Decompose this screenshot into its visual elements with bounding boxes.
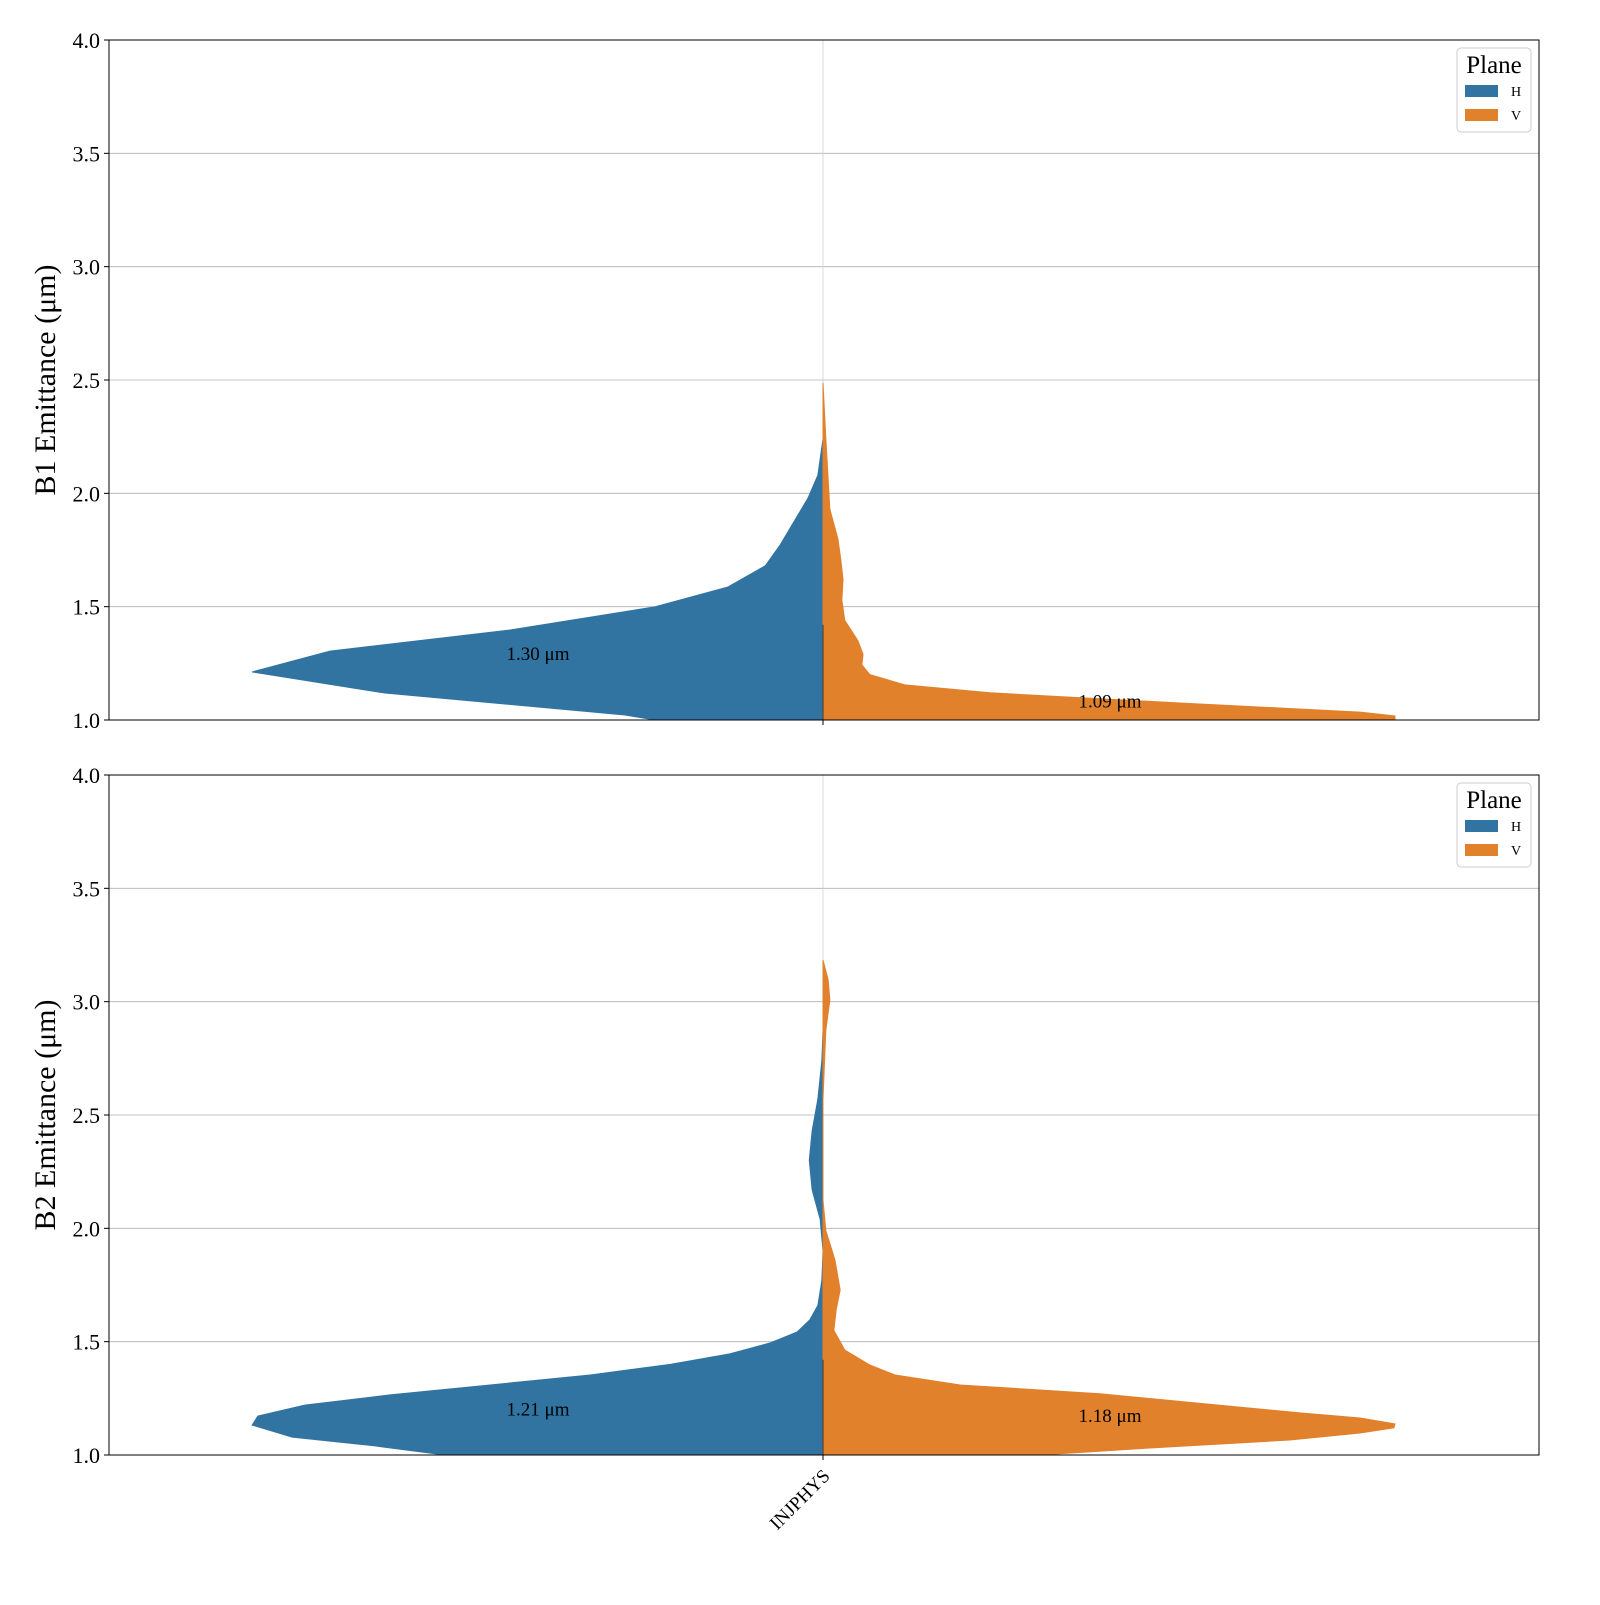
violin-v — [822, 959, 1396, 1456]
x-tick-label: INJPHYS — [766, 1466, 835, 1535]
y-tick-label: 2.5 — [73, 1103, 101, 1128]
y-axis-label: B1 Emittance (μm) — [29, 264, 62, 495]
median-annotation: 1.09 μm — [1079, 692, 1142, 713]
legend-swatch-h — [1465, 820, 1498, 832]
y-tick-label: 1.0 — [73, 708, 101, 733]
median-annotation: 1.30 μm — [507, 644, 570, 665]
legend-label: V — [1511, 844, 1521, 859]
legend-swatch-v — [1465, 109, 1498, 121]
legend: Plane HV — [1456, 47, 1532, 133]
violin-h — [252, 438, 824, 721]
y-tick-label: 4.0 — [73, 763, 101, 788]
y-tick-label: 4.0 — [73, 28, 101, 53]
y-tick-label: 1.5 — [73, 595, 101, 620]
y-tick-label: 1.5 — [73, 1330, 101, 1355]
y-tick-label: 1.0 — [73, 1443, 101, 1468]
legend-swatch-h — [1465, 85, 1498, 97]
plot-frame — [108, 39, 1540, 721]
violin-v — [822, 382, 1396, 721]
median-annotation: 1.21 μm — [507, 1399, 570, 1420]
panel-2: 1.0 1.5 2.0 2.5 3.0 3.5 4.0 1.21 μm 1.18 μm B2 Em… — [29, 763, 1540, 1535]
y-tick-label: 3.0 — [73, 990, 101, 1015]
legend-title: Plane — [1466, 787, 1522, 814]
violin-h — [251, 1029, 824, 1456]
legend-label: H — [1511, 820, 1521, 835]
panel-1: 1.0 1.5 2.0 2.5 3.0 3.5 4.0 1.30 μm 1.09 μm B1 Em… — [29, 28, 1540, 733]
legend-title: Plane — [1466, 52, 1522, 79]
legend-swatch-v — [1465, 844, 1498, 856]
median-annotation: 1.18 μm — [1079, 1406, 1142, 1427]
y-tick-label: 3.5 — [73, 876, 101, 901]
legend-label: H — [1511, 85, 1521, 100]
plot-frame — [108, 774, 1540, 1456]
y-tick-label: 3.0 — [73, 255, 101, 280]
legend: Plane HV — [1456, 782, 1532, 868]
y-axis-label: B2 Emittance (μm) — [29, 999, 62, 1230]
y-tick-label: 2.0 — [73, 481, 101, 506]
legend-label: V — [1511, 109, 1521, 124]
y-tick-label: 2.0 — [73, 1216, 101, 1241]
y-tick-label: 2.5 — [73, 368, 101, 393]
y-tick-label: 3.5 — [73, 141, 101, 166]
